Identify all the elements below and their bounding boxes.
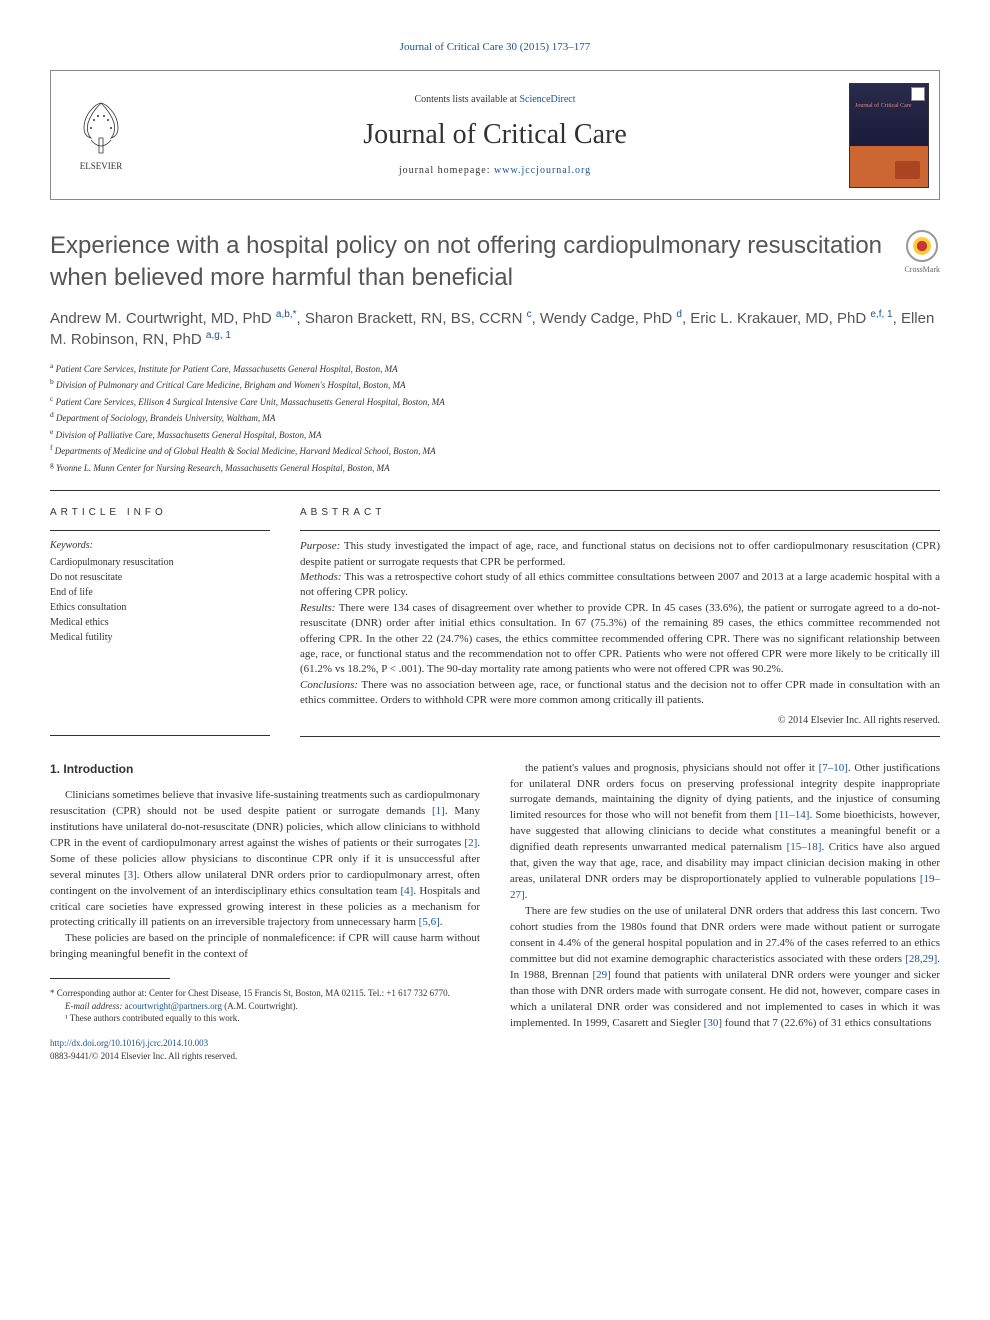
footer-bottom: http://dx.doi.org/10.1016/j.jcrc.2014.10…: [50, 1037, 480, 1063]
journal-cover: Journal of Critical Care: [839, 71, 939, 199]
footer-divider: [50, 978, 170, 979]
doi-link[interactable]: http://dx.doi.org/10.1016/j.jcrc.2014.10…: [50, 1038, 208, 1048]
body-paragraph: the patient's values and prognosis, phys…: [510, 761, 940, 904]
elsevier-logo: ELSEVIER: [51, 71, 151, 199]
article-info: ARTICLE INFO Keywords: Cardiopulmonary r…: [50, 506, 270, 744]
keyword: End of life: [50, 585, 270, 600]
email-link[interactable]: acourtwright@partners.org: [125, 1001, 222, 1011]
footer-notes: * Corresponding author at: Center for Ch…: [50, 987, 480, 1025]
keyword: Ethics consultation: [50, 600, 270, 615]
section-heading: 1. Introduction: [50, 761, 480, 778]
copyright: © 2014 Elsevier Inc. All rights reserved…: [300, 714, 940, 728]
journal-header: ELSEVIER Contents lists available at Sci…: [50, 70, 940, 200]
affiliation: d Department of Sociology, Brandeis Univ…: [50, 409, 940, 426]
homepage-line: journal homepage: www.jccjournal.org: [151, 164, 839, 178]
body-paragraph: These policies are based on the principl…: [50, 931, 480, 963]
elsevier-label: ELSEVIER: [80, 160, 123, 173]
crossmark-icon: [906, 230, 938, 262]
journal-citation: Journal of Critical Care 30 (2015) 173–1…: [50, 40, 940, 55]
abstract: ABSTRACT Purpose: This study investigate…: [300, 506, 940, 744]
affiliations: a Patient Care Services, Institute for P…: [50, 360, 940, 476]
email-line: E-mail address: acourtwright@partners.or…: [50, 1000, 480, 1013]
affiliation: e Division of Palliative Care, Massachus…: [50, 426, 940, 443]
keyword: Cardiopulmonary resuscitation: [50, 555, 270, 570]
article-title: Experience with a hospital policy on not…: [50, 230, 884, 292]
journal-name: Journal of Critical Care: [151, 115, 839, 154]
crossmark-badge[interactable]: CrossMark: [904, 230, 940, 275]
body-paragraph: Clinicians sometimes believe that invasi…: [50, 788, 480, 931]
divider: [50, 530, 270, 531]
article-info-heading: ARTICLE INFO: [50, 506, 270, 520]
keyword: Medical ethics: [50, 615, 270, 630]
keyword: Do not resuscitate: [50, 570, 270, 585]
body-content: 1. Introduction Clinicians sometimes bel…: [50, 761, 940, 1064]
abstract-heading: ABSTRACT: [300, 506, 940, 520]
keyword: Medical futility: [50, 630, 270, 645]
cover-image: Journal of Critical Care: [849, 83, 929, 188]
divider: [50, 490, 940, 491]
email-suffix: (A.M. Courtwright).: [224, 1001, 298, 1011]
divider: [300, 736, 940, 737]
keywords-label: Keywords:: [50, 539, 270, 553]
body-paragraph: There are few studies on the use of unil…: [510, 904, 940, 1032]
homepage-link[interactable]: www.jccjournal.org: [494, 165, 591, 176]
header-center: Contents lists available at ScienceDirec…: [151, 71, 839, 199]
homepage-label: journal homepage:: [399, 165, 494, 176]
affiliation: a Patient Care Services, Institute for P…: [50, 360, 940, 377]
affiliation: f Departments of Medicine and of Global …: [50, 442, 940, 459]
affiliation: g Yvonne L. Munn Center for Nursing Rese…: [50, 459, 940, 476]
elsevier-tree-icon: [76, 98, 126, 158]
keywords-list: Cardiopulmonary resuscitationDo not resu…: [50, 555, 270, 645]
email-label: E-mail address:: [65, 1001, 122, 1011]
authors: Andrew M. Courtwright, MD, PhD a,b,*, Sh…: [50, 308, 940, 350]
issn-copyright: 0883-9441/© 2014 Elsevier Inc. All right…: [50, 1051, 237, 1061]
journal-citation-link[interactable]: Journal of Critical Care 30 (2015) 173–1…: [400, 41, 591, 53]
sciencedirect-link[interactable]: ScienceDirect: [519, 94, 575, 105]
affiliation: c Patient Care Services, Ellison 4 Surgi…: [50, 393, 940, 410]
contents-text: Contents lists available at: [414, 94, 519, 105]
crossmark-label: CrossMark: [904, 264, 940, 275]
contents-line: Contents lists available at ScienceDirec…: [151, 93, 839, 107]
affiliation: b Division of Pulmonary and Critical Car…: [50, 376, 940, 393]
abstract-text: Purpose: This study investigated the imp…: [300, 539, 940, 708]
corresponding-author: * Corresponding author at: Center for Ch…: [50, 987, 480, 1000]
divider: [300, 530, 940, 531]
equal-contribution-note: ¹ These authors contributed equally to t…: [50, 1012, 480, 1025]
